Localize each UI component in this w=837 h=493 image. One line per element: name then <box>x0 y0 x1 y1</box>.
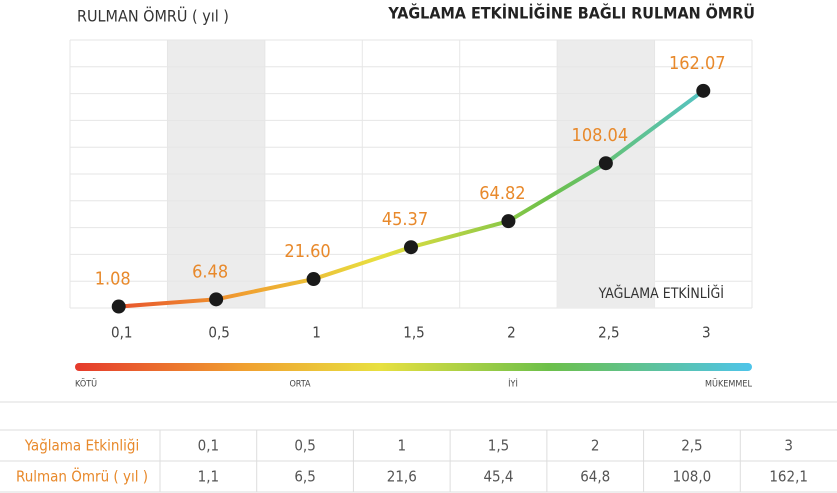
point <box>306 272 321 287</box>
backgrounds <box>69 39 753 309</box>
value-label: 45.37 <box>382 209 428 230</box>
table-cell: 1,1 <box>198 468 219 486</box>
table-cell: 0,5 <box>294 437 315 455</box>
table-cell: 2,5 <box>681 437 702 455</box>
row-header: Yağlama Etkinliği <box>24 437 140 455</box>
table-cell: 64,8 <box>580 468 610 486</box>
table-cell: 6,5 <box>294 468 315 486</box>
gradient-scale <box>75 363 752 371</box>
value-label: 108.04 <box>572 125 629 146</box>
table-cell: 21,6 <box>387 468 417 486</box>
x-tick-label: 2,5 <box>598 324 619 342</box>
x-tick-label: 0,1 <box>111 324 132 342</box>
table-cell: 2 <box>591 437 600 455</box>
point <box>209 292 224 307</box>
point <box>598 156 613 171</box>
table-cell: 1,5 <box>488 437 509 455</box>
value-label: 6.48 <box>192 261 228 282</box>
x-tick-label: 1 <box>312 324 321 342</box>
point <box>404 240 418 255</box>
x-tick-label: 2 <box>507 324 516 342</box>
point <box>501 214 516 229</box>
x-tick-label: 3 <box>702 324 711 342</box>
row-header: Rulman Ömrü ( yıl ) <box>16 467 148 486</box>
scale-label: ORTA <box>289 380 311 390</box>
value-label: 162.07 <box>669 53 726 74</box>
table-cell: 1 <box>397 437 406 455</box>
table-cell: 162,1 <box>769 468 808 486</box>
x-axis-label: YAĞLAMA ETKİNLİĞİ <box>598 284 724 302</box>
value-label: 64.82 <box>479 183 525 204</box>
x-label-bg <box>557 280 655 308</box>
table-cell: 45,4 <box>483 468 513 486</box>
chart-title: YAĞLAMA ETKİNLİĞİNE BAĞLI RULMAN ÖMRÜ <box>387 4 755 23</box>
scale-label: İYİ <box>508 379 518 390</box>
scale-label: MÜKEMMEL <box>705 379 752 390</box>
point <box>111 299 126 314</box>
table-cell: 108,0 <box>673 468 712 486</box>
table-cell: 0,1 <box>198 437 219 455</box>
value-label: 21.60 <box>284 241 330 262</box>
point <box>696 83 711 98</box>
x-tick-label: 1,5 <box>403 324 424 342</box>
y-axis-label: RULMAN ÖMRÜ ( yıl ) <box>77 7 229 26</box>
table-cell: 3 <box>784 437 793 455</box>
x-tick-label: 0,5 <box>208 324 229 342</box>
scale-label: KÖTÜ <box>75 379 97 390</box>
value-label: 1.08 <box>95 269 131 290</box>
